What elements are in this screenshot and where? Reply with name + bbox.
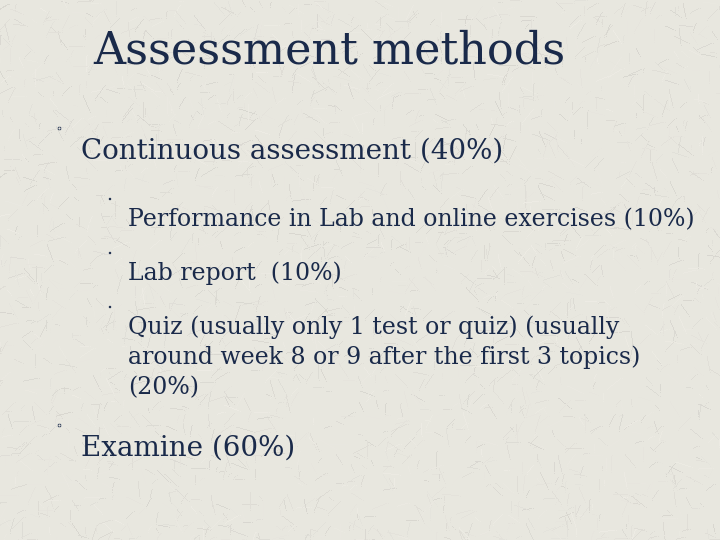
Text: Examine (60%): Examine (60%) (81, 435, 295, 462)
FancyBboxPatch shape (58, 127, 60, 129)
Text: Assessment methods: Assessment methods (94, 30, 566, 73)
Text: Lab report  (10%): Lab report (10%) (128, 262, 342, 286)
FancyBboxPatch shape (109, 252, 110, 253)
FancyBboxPatch shape (109, 306, 110, 307)
FancyBboxPatch shape (58, 424, 60, 426)
Text: Performance in Lab and online exercises (10%): Performance in Lab and online exercises … (128, 208, 695, 231)
Text: Quiz (usually only 1 test or quiz) (usually
around week 8 or 9 after the first 3: Quiz (usually only 1 test or quiz) (usua… (128, 316, 641, 399)
FancyBboxPatch shape (109, 198, 110, 199)
Text: Continuous assessment (40%): Continuous assessment (40%) (81, 138, 503, 165)
